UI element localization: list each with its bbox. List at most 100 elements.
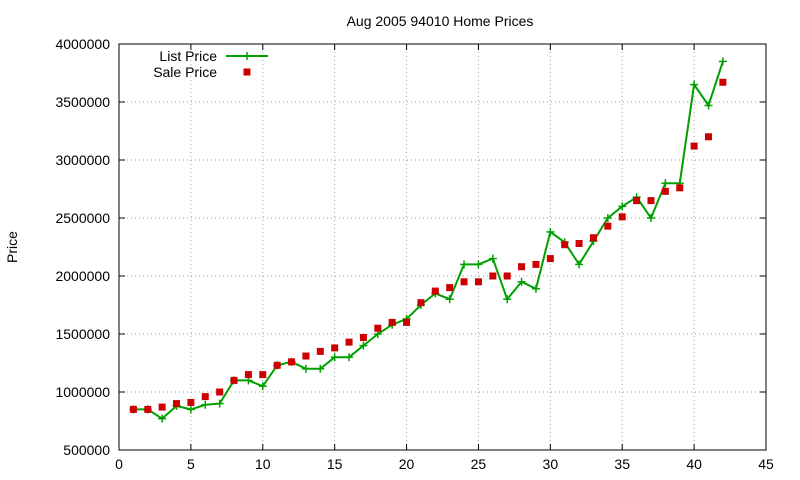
x-tick-label: 15: [327, 456, 343, 472]
sale-price-point: [201, 393, 209, 401]
sale-price-point: [173, 400, 181, 408]
list-price-point: [215, 399, 224, 408]
list-price-point: [661, 179, 670, 188]
sale-price-point: [244, 371, 252, 379]
list-price-point: [503, 295, 512, 304]
axes: [118, 43, 767, 451]
list-price-line: [133, 61, 724, 420]
y-tick-label: 4000000: [55, 36, 110, 52]
x-tick-label: 20: [399, 456, 415, 472]
sale-price-point: [158, 403, 166, 411]
list-price-point: [603, 214, 612, 222]
sale-price-point: [532, 260, 540, 268]
legend-marker: [243, 68, 251, 76]
list-price-point: [718, 57, 727, 66]
sale-price-point: [561, 241, 569, 249]
tick-labels: 0 5 10 15 20 25 30 35 40 45 500000 1000000 1500000 20…: [55, 36, 774, 472]
x-tick-label: 0: [115, 456, 123, 472]
sale-price-point: [302, 352, 310, 360]
sale-price-point: [129, 405, 137, 413]
y-axis-label: Price: [4, 231, 20, 263]
legend-label: List Price: [159, 48, 217, 64]
sale-price-point: [518, 263, 526, 271]
list-price-point: [330, 353, 339, 362]
sale-price-point: [489, 272, 497, 280]
sale-price-point: [345, 338, 353, 346]
x-tick-label: 5: [187, 456, 195, 472]
y-tick-label: 3500000: [55, 94, 110, 110]
sale-price-point: [187, 398, 195, 406]
sale-price-point: [403, 318, 411, 326]
list-price-point: [517, 277, 526, 286]
sale-price-point: [288, 358, 296, 366]
sale-price-point: [331, 344, 339, 352]
list-price-point: [575, 260, 584, 269]
sale-price-point: [359, 333, 367, 341]
list-price-point: [186, 405, 195, 414]
series-list-price: [129, 57, 727, 423]
sale-price-point: [144, 405, 152, 413]
sale-price-point: [676, 184, 684, 192]
sale-price-point: [316, 347, 324, 355]
list-price-point: [546, 227, 555, 236]
list-price-point: [445, 295, 454, 304]
sale-price-point: [647, 197, 655, 205]
sale-price-point: [417, 299, 425, 307]
list-price-point: [704, 101, 713, 110]
x-tick-label: 25: [471, 456, 487, 472]
x-tick-label: 30: [543, 456, 559, 472]
x-tick-label: 40: [686, 456, 702, 472]
list-price-point: [460, 260, 469, 269]
list-price-point: [488, 254, 497, 263]
sale-price-point: [546, 255, 554, 263]
list-price-point: [474, 260, 483, 269]
sale-price-point: [216, 388, 224, 396]
sale-price-point: [273, 361, 281, 369]
sale-price-point: [575, 240, 583, 248]
list-price-point: [158, 414, 167, 423]
sale-price-point: [719, 78, 727, 86]
sale-price-point: [704, 133, 712, 141]
legend-label: Sale Price: [153, 64, 217, 80]
sale-price-point: [374, 324, 382, 332]
list-price-point: [646, 214, 655, 222]
sale-price-point: [230, 376, 238, 384]
sale-price-point: [388, 318, 396, 326]
sale-price-point: [589, 234, 597, 242]
sale-price-point: [604, 222, 612, 230]
list-price-point: [301, 364, 310, 373]
series-sale-price: [129, 78, 727, 413]
data-series: [129, 57, 727, 423]
list-price-point: [690, 80, 699, 89]
sale-price-point: [503, 272, 511, 280]
y-tick-label: 3000000: [55, 152, 110, 168]
list-price-point: [359, 341, 368, 350]
list-price-point: [258, 382, 267, 391]
list-price-point: [618, 202, 627, 211]
x-tick-label: 45: [758, 456, 774, 472]
sale-price-point: [431, 287, 439, 295]
list-price-point: [531, 284, 540, 293]
y-tick-label: 1500000: [55, 326, 110, 342]
sale-price-point: [474, 278, 482, 286]
chart-title: Aug 2005 94010 Home Prices: [347, 13, 534, 29]
sale-price-point: [618, 213, 626, 221]
sale-price-point: [460, 278, 468, 286]
sale-price-point: [633, 197, 641, 205]
list-price-point: [316, 364, 325, 373]
list-price-point: [201, 400, 210, 409]
x-tick-label: 10: [255, 456, 271, 472]
sale-price-point: [661, 187, 669, 195]
y-tick-label: 500000: [63, 442, 110, 458]
plot-border: [118, 43, 767, 451]
sale-price-point: [690, 142, 698, 150]
x-tick-label: 35: [614, 456, 630, 472]
sale-price-point: [446, 284, 454, 292]
y-tick-label: 2500000: [55, 210, 110, 226]
y-tick-label: 1000000: [55, 384, 110, 400]
legend-marker: [243, 52, 251, 60]
y-tick-label: 2000000: [55, 268, 110, 284]
grid-lines: [119, 44, 766, 450]
